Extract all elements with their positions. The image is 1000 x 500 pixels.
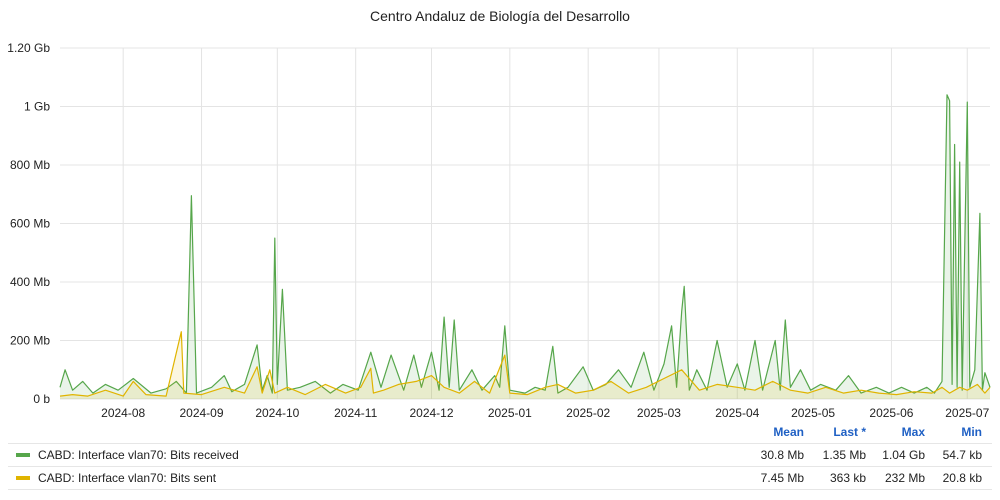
x-axis: 2024-08 2024-09 2024-10 2024-11 2024-12 2025-… (101, 406, 989, 420)
chart-title: Centro Andaluz de Biología del Desarroll… (370, 8, 630, 24)
y-tick-label: 1.20 Gb (7, 41, 50, 55)
x-tick-label: 2025-07 (945, 406, 989, 420)
plot-area: 0 b 200 Mb 400 Mb 600 Mb 800 Mb 1 Gb 1.20 Gb 2… (7, 41, 991, 420)
x-tick-label: 2025-03 (637, 406, 681, 420)
legend-mean-value: 7.45 Mb (760, 471, 804, 485)
legend-max-value: 1.04 Gb (882, 448, 925, 462)
legend-series-name[interactable]: CABD: Interface vlan70: Bits sent (38, 471, 217, 485)
legend-header: Mean Last * Max Min (8, 423, 992, 443)
y-tick-label: 0 b (33, 392, 50, 406)
legend-last-value: 1.35 Mb (822, 448, 866, 462)
series-line-0 (59, 94, 991, 394)
series-layer (59, 94, 991, 400)
x-tick-label: 2024-12 (409, 406, 453, 420)
legend-row-received[interactable]: CABD: Interface vlan70: Bits received 30… (8, 443, 992, 466)
y-tick-label: 200 Mb (10, 334, 50, 348)
legend-header-mean[interactable]: Mean (773, 425, 804, 439)
series-area-0 (60, 94, 990, 400)
x-tick-label: 2024-11 (334, 406, 377, 420)
legend-header-last[interactable]: Last * (833, 425, 866, 439)
legend-mean-value: 30.8 Mb (760, 448, 804, 462)
y-axis: 0 b 200 Mb 400 Mb 600 Mb 800 Mb 1 Gb 1.20 Gb (7, 41, 50, 406)
legend-min-value: 20.8 kb (942, 471, 982, 485)
legend-header-max[interactable]: Max (901, 425, 925, 439)
y-tick-label: 400 Mb (10, 275, 50, 289)
x-tick-label: 2024-09 (179, 406, 223, 420)
x-tick-label: 2025-05 (791, 406, 835, 420)
x-tick-label: 2025-06 (869, 406, 913, 420)
legend-swatch-sent (16, 476, 30, 480)
legend-series-name[interactable]: CABD: Interface vlan70: Bits received (38, 448, 239, 462)
x-tick-label: 2024-10 (255, 406, 299, 420)
x-tick-label: 2025-01 (488, 406, 532, 420)
x-tick-label: 2025-02 (566, 406, 610, 420)
grid-lines (60, 47, 990, 400)
legend-max-value: 232 Mb (884, 471, 925, 485)
series-line-1 (59, 331, 991, 397)
y-tick-label: 600 Mb (10, 217, 50, 231)
legend-swatch-received (16, 453, 30, 457)
x-tick-label: 2025-04 (715, 406, 759, 420)
legend-header-min[interactable]: Min (961, 425, 982, 439)
legend-table: Mean Last * Max Min CABD: Interface vlan… (8, 423, 992, 490)
x-tick-label: 2024-08 (101, 406, 145, 420)
y-tick-label: 800 Mb (10, 158, 50, 172)
legend-last-value: 363 kb (829, 471, 866, 485)
y-tick-label: 1 Gb (24, 100, 50, 114)
legend-min-value: 54.7 kb (942, 448, 982, 462)
legend-row-sent[interactable]: CABD: Interface vlan70: Bits sent 7.45 M… (8, 466, 992, 490)
